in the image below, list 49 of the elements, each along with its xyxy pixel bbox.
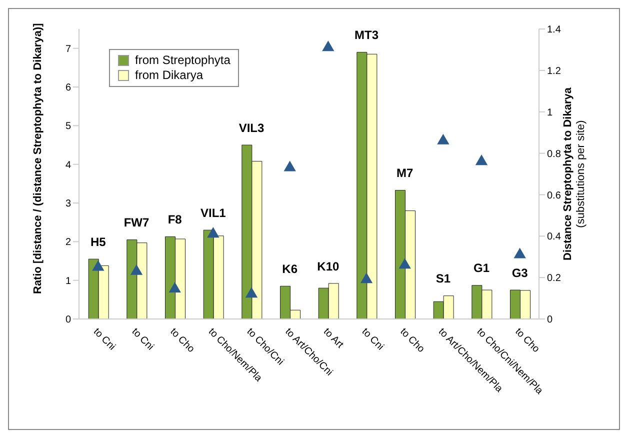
- point: [245, 287, 258, 298]
- x-tick-label: to Cho: [398, 326, 427, 356]
- annotation: S1: [436, 272, 451, 286]
- point: [130, 264, 143, 275]
- y2-tick-label: 0: [547, 314, 553, 326]
- y-tick-label: 4: [65, 160, 72, 171]
- annotation: H5: [90, 234, 106, 249]
- legend-label: from Streptophyta: [135, 53, 230, 68]
- point: [322, 40, 334, 52]
- y2-tick-label: 1: [547, 107, 553, 118]
- point: [92, 260, 104, 271]
- annotation: M7: [396, 166, 414, 180]
- y-tick-label: 6: [65, 82, 72, 94]
- annotation: VIL3: [238, 120, 264, 135]
- y-tick-label: 7: [65, 44, 72, 55]
- y-tick-label: 3: [65, 198, 72, 210]
- y-tick-label: 5: [65, 121, 72, 132]
- y-tick-label: 1: [65, 276, 72, 287]
- y-tick-label: 0: [65, 314, 72, 326]
- legend-label: from Dikarya: [135, 68, 204, 83]
- y2-tick-label: 0.2: [547, 273, 562, 284]
- y2-axis-title: Distance Streptophyta to Dikarya (substitutions per site): [562, 86, 587, 260]
- y2-tick-label: 1.2: [547, 66, 562, 77]
- x-tick-label: to Cni: [129, 326, 156, 353]
- annotation: F8: [168, 212, 182, 226]
- y2-tick-label: 0.8: [547, 148, 562, 160]
- annotation: G1: [473, 261, 490, 276]
- annotation: K6: [282, 262, 298, 276]
- point: [475, 154, 488, 166]
- annotation: G3: [512, 266, 528, 280]
- point: [437, 134, 450, 144]
- point: [398, 258, 411, 269]
- x-tick-label: to Cni: [359, 326, 386, 353]
- annotation: MT3: [354, 28, 379, 42]
- x-tick-label: to Cho: [168, 326, 197, 356]
- point: [207, 227, 220, 238]
- point: [360, 272, 373, 284]
- x-tick-label: to Cni: [91, 326, 118, 353]
- annotation: VIL1: [200, 206, 226, 220]
- y-axis-title: Ratio [distance / (distance Streptophyta to Dikarya)]: [32, 22, 44, 294]
- y-tick-label: 2: [65, 237, 72, 248]
- point: [284, 160, 296, 172]
- point: [514, 248, 526, 258]
- y2-tick-label: 1.4: [547, 24, 562, 36]
- annotation: K10: [317, 259, 340, 274]
- point: [168, 282, 181, 292]
- y2-tick-label: 0.6: [547, 190, 562, 202]
- y2-tick-label: 0.4: [547, 232, 562, 243]
- annotation: FW7: [124, 216, 150, 230]
